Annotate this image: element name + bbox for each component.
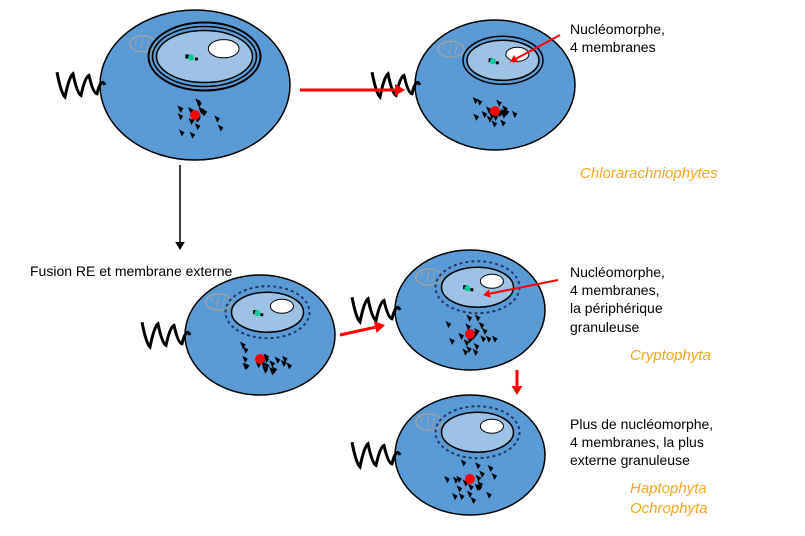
- plastid-icon: [149, 23, 261, 91]
- label-nucleomorph-4m-granuleuse: Nucléomorphe, 4 membranes, la périphériq…: [570, 263, 665, 336]
- nucleus-dot-icon: [465, 329, 475, 339]
- flagellum-icon: [352, 297, 400, 322]
- nucleomorph-dot-icon: [464, 285, 470, 291]
- arrow-line-icon: [340, 327, 375, 335]
- label-no-nucleomorph: Plus de nucléomorphe, 4 membranes, la pl…: [570, 415, 713, 470]
- arrow-head-icon: [374, 321, 385, 333]
- label-nucleomorph-4m: Nucléomorphe, 4 membranes: [570, 20, 665, 56]
- flagellum-icon: [352, 442, 400, 467]
- taxon-chlorarachniophytes: Chlorarachniophytes: [580, 165, 718, 182]
- nucleomorph-dot-icon: [188, 55, 194, 61]
- taxon-cryptophyta: Cryptophyta: [630, 347, 711, 364]
- nucleomorph-dot-icon: [254, 310, 260, 316]
- taxon-ochrophyta: Ochrophyta: [630, 500, 708, 517]
- arrow-head-icon: [395, 84, 405, 96]
- nucleus-dot-icon: [490, 106, 500, 116]
- arrow-head-icon: [512, 386, 523, 395]
- nucleus-dot-icon: [465, 474, 475, 484]
- flagellum-icon: [142, 322, 190, 347]
- flagellum-icon: [57, 72, 105, 97]
- label-fusion-re: Fusion RE et membrane externe: [30, 262, 232, 280]
- plastid-icon: [463, 36, 543, 84]
- arrow-head-icon: [175, 242, 185, 250]
- taxon-haptophyta: Haptophyta: [630, 480, 707, 497]
- nucleus-dot-icon: [255, 354, 265, 364]
- nucleomorph-dot-icon: [490, 58, 496, 64]
- nucleus-dot-icon: [190, 110, 200, 120]
